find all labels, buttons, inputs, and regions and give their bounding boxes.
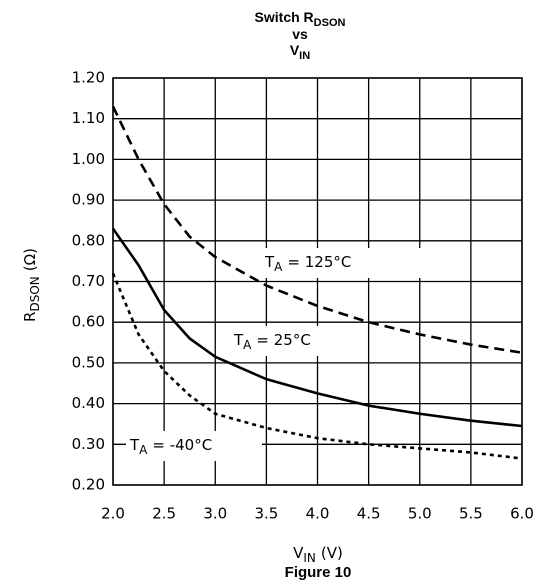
label-background [230, 326, 352, 356]
series-label-part: A [274, 260, 283, 274]
chart-title-line-part: IN [299, 50, 310, 62]
label-background [261, 248, 421, 278]
series-label-part: A [139, 443, 148, 457]
x-tick-label: 3.5 [254, 505, 278, 523]
series-line [111, 105, 523, 355]
y-axis-label-part: R [21, 312, 39, 322]
series-label-part: = -40°C [152, 436, 212, 454]
series-label-part: = 125°C [287, 253, 351, 271]
x-tick-label: 5.0 [408, 505, 432, 523]
series-label-part: T [264, 253, 275, 271]
y-tick-label: 0.20 [72, 476, 105, 494]
x-axis-label-part: V [293, 544, 304, 562]
series-label-part: A [243, 338, 252, 352]
chart-title-line-part: Switch R [255, 9, 314, 25]
chart-title-line: vs [292, 26, 308, 42]
y-tick-label: 1.10 [72, 109, 105, 127]
x-axis-label-part: IN [303, 551, 316, 565]
series-label: TA = -40°C [129, 436, 212, 457]
chart-title-line-part: DSON [314, 17, 346, 29]
x-tick-label: 4.0 [306, 505, 330, 523]
y-tick-label: 0.30 [72, 435, 105, 453]
y-tick-label: 0.70 [72, 272, 105, 290]
x-tick-label: 3.0 [203, 505, 227, 523]
chart-title-line: VIN [290, 42, 310, 62]
y-tick-label: 1.20 [72, 69, 105, 87]
series-label-part: T [129, 436, 140, 454]
y-axis-label-part: (Ω) [21, 248, 39, 271]
x-tick-label: 6.0 [510, 505, 534, 523]
series-label-part: T [233, 331, 244, 349]
x-tick-label: 5.5 [459, 505, 483, 523]
chart-title-line-part: vs [292, 26, 308, 42]
caption: Figure 10 [285, 564, 352, 581]
series-label: TA = 125°C [264, 253, 351, 274]
y-axis-label: RDSON (Ω) [21, 248, 42, 322]
y-tick-label: 0.50 [72, 353, 105, 371]
y-tick-label: 0.90 [72, 191, 105, 209]
y-tick-label: 0.40 [72, 394, 105, 412]
series-label: TA = 25°C [233, 331, 311, 352]
series-line [111, 272, 523, 460]
x-tick-label: 2.5 [152, 505, 176, 523]
y-tick-label: 0.80 [72, 231, 105, 249]
x-tick-label: 2.0 [101, 505, 125, 523]
series-label-part: = 25°C [256, 331, 310, 349]
chart-title-line: Switch RDSON [255, 9, 346, 29]
plot-border [112, 77, 523, 486]
label-background [126, 431, 262, 461]
x-axis-label-part: (V) [321, 544, 343, 562]
series-line [111, 227, 523, 428]
y-tick-label: 1.00 [72, 150, 105, 168]
y-tick-label: 0.60 [72, 313, 105, 331]
x-tick-label: 4.5 [357, 505, 381, 523]
y-axis-label-part: DSON [28, 276, 42, 311]
chart-title-line-part: V [290, 42, 300, 58]
x-axis-label: VIN (V) [293, 544, 343, 565]
